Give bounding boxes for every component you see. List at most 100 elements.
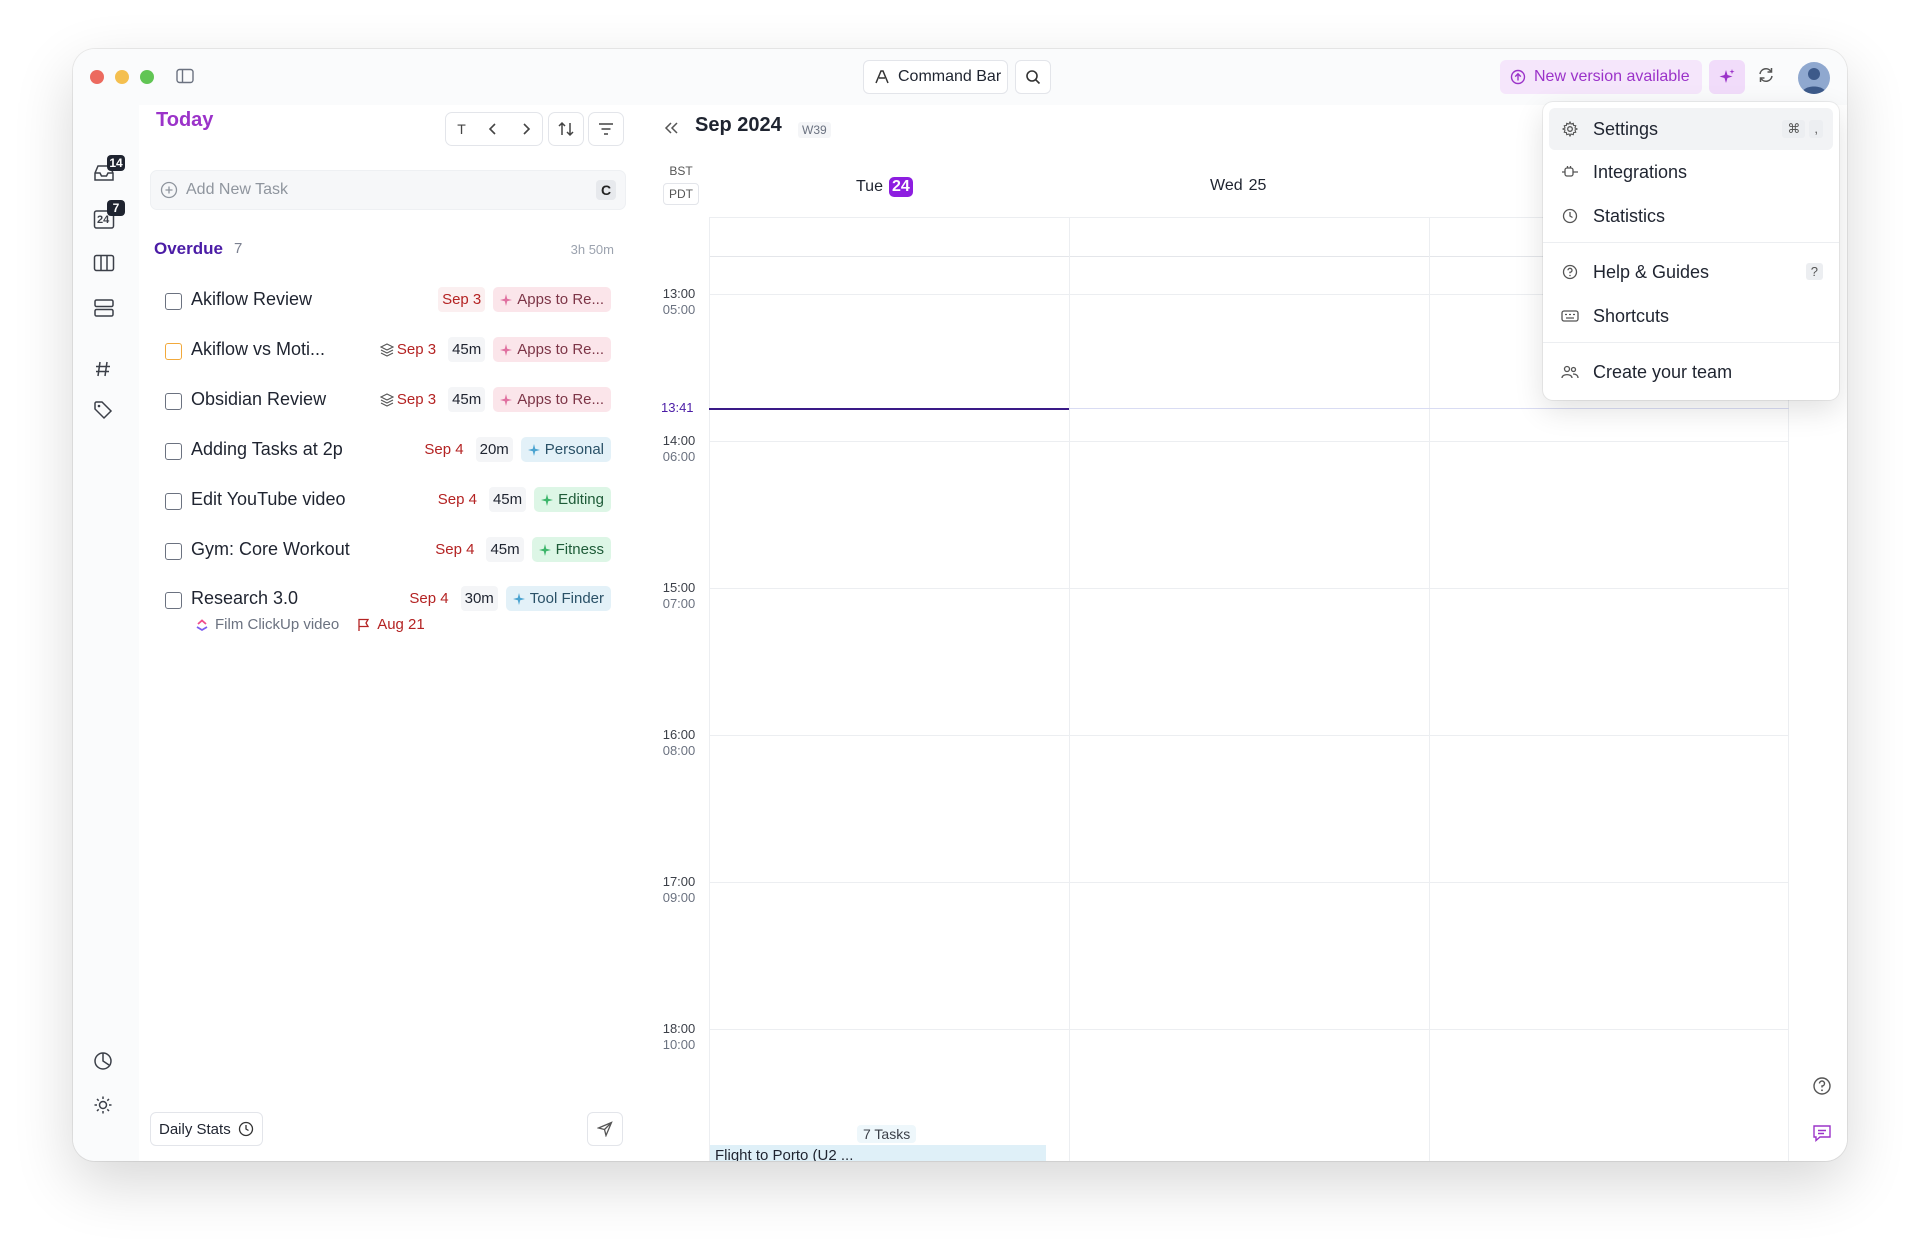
task-date-chip[interactable]: Sep 4: [431, 537, 478, 562]
sparkle-icon: [527, 443, 540, 456]
menu-item-help[interactable]: Help & Guides ?: [1549, 251, 1833, 293]
task-name: Gym: Core Workout: [191, 539, 350, 559]
sidebar-toggle-icon[interactable]: [176, 68, 194, 84]
menu-item-statistics[interactable]: Statistics: [1549, 195, 1833, 237]
task-checkbox[interactable]: [165, 443, 182, 460]
hour-label: 15:00 07:00: [662, 580, 696, 611]
titlebar: Command Bar New version available: [73, 49, 1847, 105]
task-checkbox[interactable]: [165, 393, 182, 410]
tag-icon: [93, 400, 113, 420]
task-checkbox[interactable]: [165, 543, 182, 560]
filter-button[interactable]: [588, 112, 624, 146]
hour-line: [709, 882, 1788, 883]
new-version-label: New version available: [1534, 68, 1690, 85]
task-row[interactable]: Obsidian Review Sep 3 45m Apps to Re...: [165, 383, 611, 423]
task-tag-chip[interactable]: Editing: [534, 487, 611, 512]
command-bar-button[interactable]: Command Bar: [863, 60, 1008, 94]
task-date-chip[interactable]: Sep 3: [376, 387, 440, 412]
labels-nav-item[interactable]: [93, 400, 113, 420]
task-row[interactable]: Research 3.0 Sep 4 30m Tool Finder Film …: [165, 582, 611, 646]
sparkle-icon: [500, 343, 513, 356]
today-nav-button[interactable]: T: [457, 121, 466, 137]
task-tag-chip[interactable]: Fitness: [531, 537, 611, 562]
task-duration[interactable]: 45m: [448, 337, 486, 362]
task-checkbox[interactable]: [165, 343, 182, 360]
task-date: Sep 4: [424, 441, 464, 458]
zoom-window-button[interactable]: [140, 70, 154, 84]
task-date: Sep 3: [442, 291, 482, 308]
task-checkbox[interactable]: [165, 493, 182, 510]
task-tag-chip[interactable]: Apps to Re...: [493, 387, 611, 412]
task-row[interactable]: Akiflow vs Moti... Sep 3 45m Apps to Re.…: [165, 333, 611, 373]
send-button[interactable]: [587, 1112, 623, 1146]
menu-item-integrations[interactable]: Integrations: [1549, 151, 1833, 193]
chevron-left-icon[interactable]: [488, 122, 498, 136]
day-header-wed[interactable]: Wed 25: [1210, 177, 1266, 195]
overdue-section-header[interactable]: Overdue 7 3h 50m: [154, 239, 614, 263]
stack-icon: [379, 392, 394, 407]
clickup-icon: [195, 618, 209, 632]
chat-icon[interactable]: [1812, 1123, 1832, 1143]
task-row[interactable]: Adding Tasks at 2p Sep 4 20m Personal: [165, 433, 611, 473]
today-nav-item[interactable]: 24 7: [93, 200, 125, 230]
menu-item-create-team[interactable]: Create your team: [1549, 351, 1833, 393]
task-date-chip[interactable]: Sep 4: [405, 586, 452, 611]
day-header-tue[interactable]: Tue 24: [856, 177, 913, 197]
chevron-right-icon[interactable]: [521, 122, 531, 136]
list-nav-item[interactable]: [93, 298, 115, 318]
search-button[interactable]: [1015, 60, 1051, 94]
task-tag: Fitness: [555, 541, 604, 558]
task-row[interactable]: Edit YouTube video Sep 4 45m Editing: [165, 483, 611, 523]
task-date-chip[interactable]: Sep 4: [420, 437, 467, 462]
add-task-shortcut: C: [596, 180, 616, 200]
avatar[interactable]: [1798, 62, 1830, 94]
task-tag-chip[interactable]: Apps to Re...: [493, 287, 611, 312]
task-row[interactable]: Gym: Core Workout Sep 4 45m Fitness: [165, 533, 611, 573]
team-icon: [1561, 365, 1579, 379]
task-tag-chip[interactable]: Personal: [520, 437, 611, 462]
theme-toggle[interactable]: [93, 1095, 113, 1115]
double-chevron-left-icon[interactable]: [663, 121, 679, 135]
board-nav-item[interactable]: [93, 254, 115, 272]
task-date-chip[interactable]: Sep 3: [438, 287, 486, 312]
add-task-input[interactable]: Add New Task C: [150, 170, 626, 210]
timezone-labels[interactable]: BST PDT: [663, 161, 699, 205]
task-duration[interactable]: 45m: [488, 487, 527, 512]
task-checkbox[interactable]: [165, 293, 182, 310]
task-name: Research 3.0: [191, 588, 299, 608]
menu-item-settings[interactable]: Settings ⌘,: [1549, 108, 1833, 150]
inbox-nav-item[interactable]: 14: [93, 155, 125, 183]
daily-stats-button[interactable]: Daily Stats: [150, 1112, 263, 1146]
task-tag-chip[interactable]: Apps to Re...: [493, 337, 611, 362]
clickup-link[interactable]: Film ClickUp video: [195, 616, 339, 633]
task-date-chip[interactable]: Sep 4: [434, 487, 481, 512]
stats-nav-item[interactable]: [93, 1051, 113, 1071]
task-tag-chip[interactable]: Tool Finder: [505, 586, 611, 611]
sparkle-icon: [500, 393, 513, 406]
sort-button[interactable]: [548, 112, 584, 146]
calendar-event[interactable]: Flight to Porto (U2 ...: [710, 1145, 1046, 1161]
task-duration[interactable]: 45m: [486, 537, 524, 562]
task-date-chip[interactable]: Sep 3: [376, 337, 440, 362]
minimize-window-button[interactable]: [115, 70, 129, 84]
task-row[interactable]: Akiflow Review Sep 3 Apps to Re...: [165, 283, 611, 323]
sync-icon[interactable]: [1756, 65, 1776, 85]
day-number: 24: [888, 177, 913, 197]
inbox-icon: [93, 163, 115, 183]
task-duration[interactable]: 20m: [475, 437, 513, 462]
task-duration[interactable]: 45m: [448, 387, 486, 412]
menu-item-label: Create your team: [1593, 361, 1733, 382]
deadline[interactable]: Aug 21: [357, 616, 425, 633]
ai-assistant-button[interactable]: [1709, 60, 1745, 94]
command-bar-label: Command Bar: [898, 68, 1002, 85]
menu-item-shortcuts[interactable]: Shortcuts: [1549, 295, 1833, 337]
help-icon[interactable]: [1812, 1076, 1832, 1096]
tasks-count-badge[interactable]: 7 Tasks: [857, 1125, 917, 1143]
task-checkbox[interactable]: [165, 592, 182, 609]
hour-label: 16:00 08:00: [662, 727, 696, 758]
app-window: Command Bar New version available: [73, 49, 1847, 1161]
new-version-button[interactable]: New version available: [1500, 60, 1702, 94]
close-window-button[interactable]: [90, 70, 104, 84]
task-duration[interactable]: 30m: [460, 586, 498, 611]
projects-nav-item[interactable]: [93, 359, 113, 379]
